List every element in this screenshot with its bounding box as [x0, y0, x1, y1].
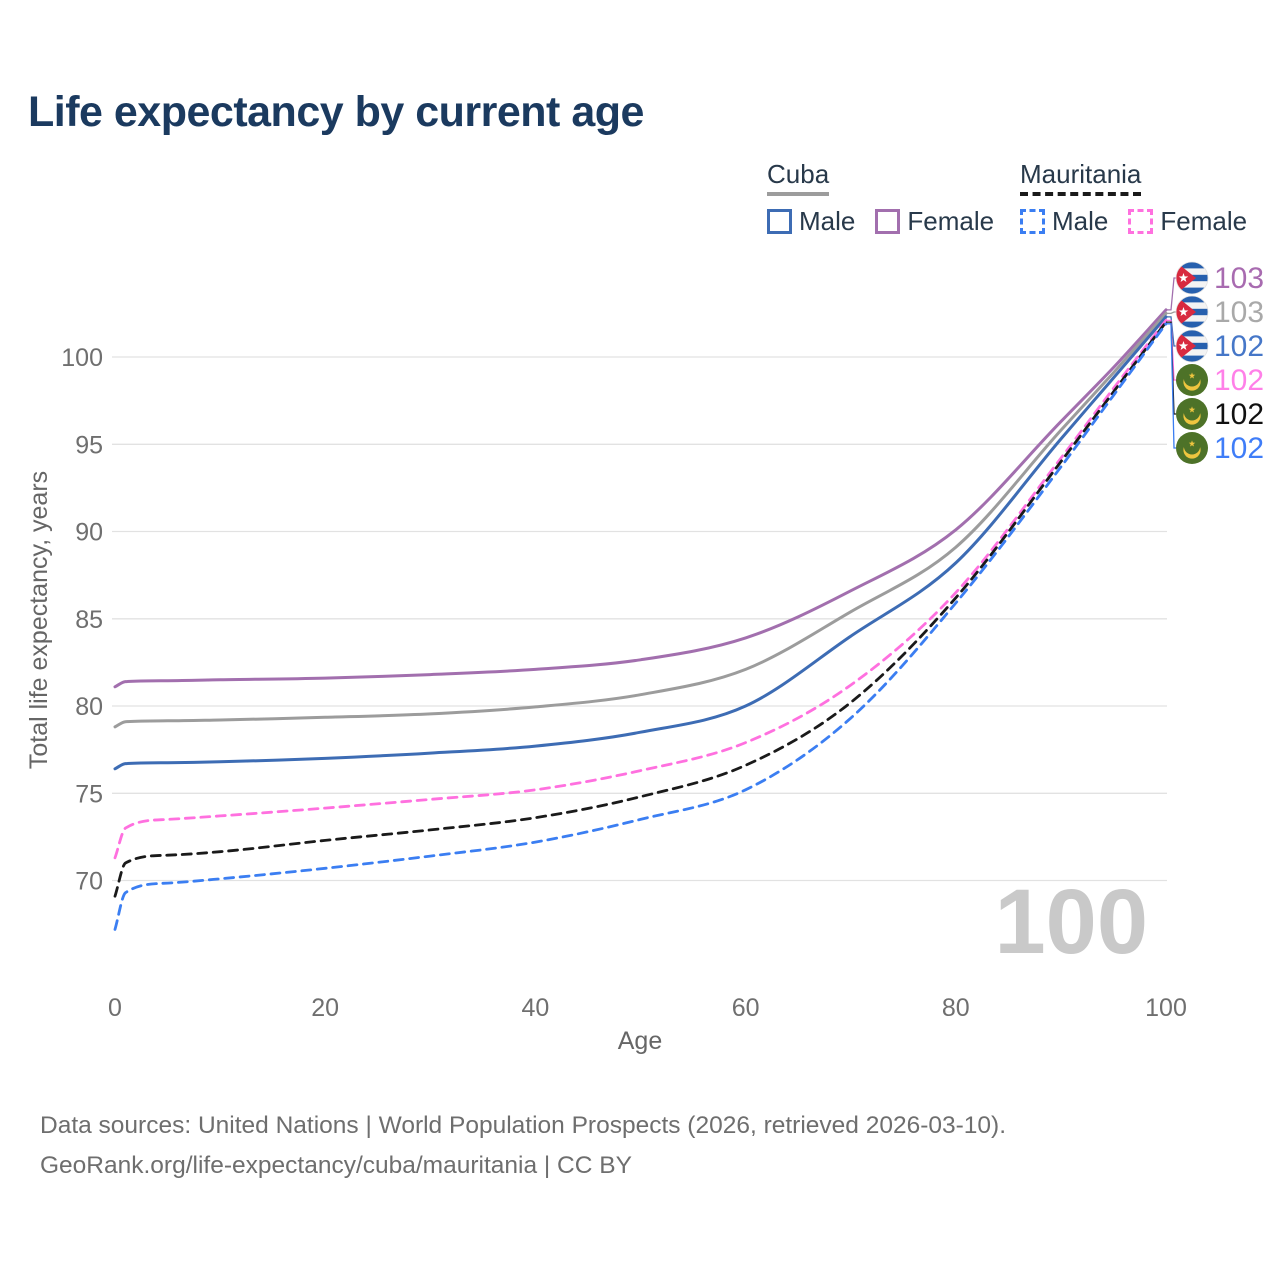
x-tick-label: 80: [942, 994, 970, 1022]
y-tick-label: 75: [75, 780, 103, 808]
series-line-cuba-female: [113, 308, 1168, 689]
legend-items-mauritania: Male Female: [1020, 206, 1247, 237]
footer-attribution-link: GeoRank.org/life-expectancy/cuba/maurita…: [40, 1152, 632, 1179]
x-tick-label: 0: [108, 994, 122, 1022]
x-tick-label: 40: [521, 994, 549, 1022]
series-line-cuba-both-sexes: [113, 311, 1168, 729]
age-counter-watermark: 100: [995, 871, 1149, 973]
legend-item-cuba-male[interactable]: Male: [767, 206, 855, 237]
flag-icon-cuba: [1175, 329, 1209, 363]
legend-heading-cuba: Cuba: [767, 160, 830, 196]
legend-group-mauritania: Mauritania Male Female: [1020, 160, 1247, 237]
series-line-mauritania-male: [113, 322, 1168, 931]
page-title: Life expectancy by current age: [28, 88, 644, 136]
legend-heading-mauritania: Mauritania: [1020, 160, 1142, 196]
y-axis-title: Total life expectancy, years: [25, 471, 53, 769]
flag-icon-mauritania: [1176, 432, 1208, 464]
legend-label-mauritania-female: Female: [1160, 205, 1248, 236]
y-tick-label: 70: [75, 868, 103, 896]
end-value-label-cuba-both-sexes: 103: [1214, 296, 1264, 329]
end-value-label-mauritania-female: 102: [1214, 364, 1264, 397]
end-value-label-cuba-male: 102: [1214, 330, 1264, 363]
y-tick-label: 100: [61, 344, 103, 372]
y-tick-label: 95: [75, 431, 103, 459]
flag-icon-cuba: [1175, 261, 1209, 295]
flag-icon-mauritania: [1176, 364, 1208, 396]
legend-item-mauritania-male[interactable]: Male: [1020, 206, 1108, 237]
cuba-male-swatch-icon: [767, 208, 792, 234]
end-value-label-cuba-female: 103: [1214, 262, 1264, 295]
mauritania-male-swatch-icon: [1020, 208, 1045, 234]
legend-item-cuba-female[interactable]: Female: [875, 206, 994, 237]
legend-item-mauritania-female[interactable]: Female: [1128, 206, 1247, 237]
series-line-mauritania-both-sexes: [113, 320, 1168, 898]
y-tick-label: 80: [75, 693, 103, 721]
x-axis-title: Age: [618, 1027, 662, 1055]
end-value-label-mauritania-both-sexes: 102: [1214, 398, 1264, 431]
x-tick-label: 20: [311, 994, 339, 1022]
y-tick-label: 85: [75, 606, 103, 634]
series-line-cuba-male: [113, 315, 1168, 771]
end-label-connector: [1166, 316, 1176, 347]
legend-label-cuba-male: Male: [799, 205, 856, 236]
x-tick-label: 100: [1145, 994, 1187, 1022]
y-tick-label: 90: [75, 519, 103, 547]
legend-label-cuba-female: Female: [907, 205, 995, 236]
cuba-female-swatch-icon: [875, 208, 901, 234]
end-label-connector: [1166, 323, 1176, 449]
flag-icon-cuba: [1175, 295, 1209, 329]
flag-icon-mauritania: [1176, 398, 1208, 430]
end-value-label-mauritania-male: 102: [1214, 432, 1264, 465]
footer: Data sources: United Nations | World Pop…: [40, 1106, 1006, 1186]
footer-data-sources: Data sources: United Nations | World Pop…: [40, 1112, 1007, 1139]
legend-label-mauritania-male: Male: [1052, 205, 1109, 236]
series-line-mauritania-female: [113, 319, 1168, 860]
mauritania-female-swatch-icon: [1128, 208, 1154, 234]
x-tick-label: 60: [732, 994, 760, 1022]
legend-items-cuba: Male Female: [767, 206, 994, 237]
legend-group-cuba: Cuba Male Female: [767, 160, 994, 237]
end-label-connector: [1166, 311, 1176, 315]
end-label-connector: [1166, 277, 1176, 311]
